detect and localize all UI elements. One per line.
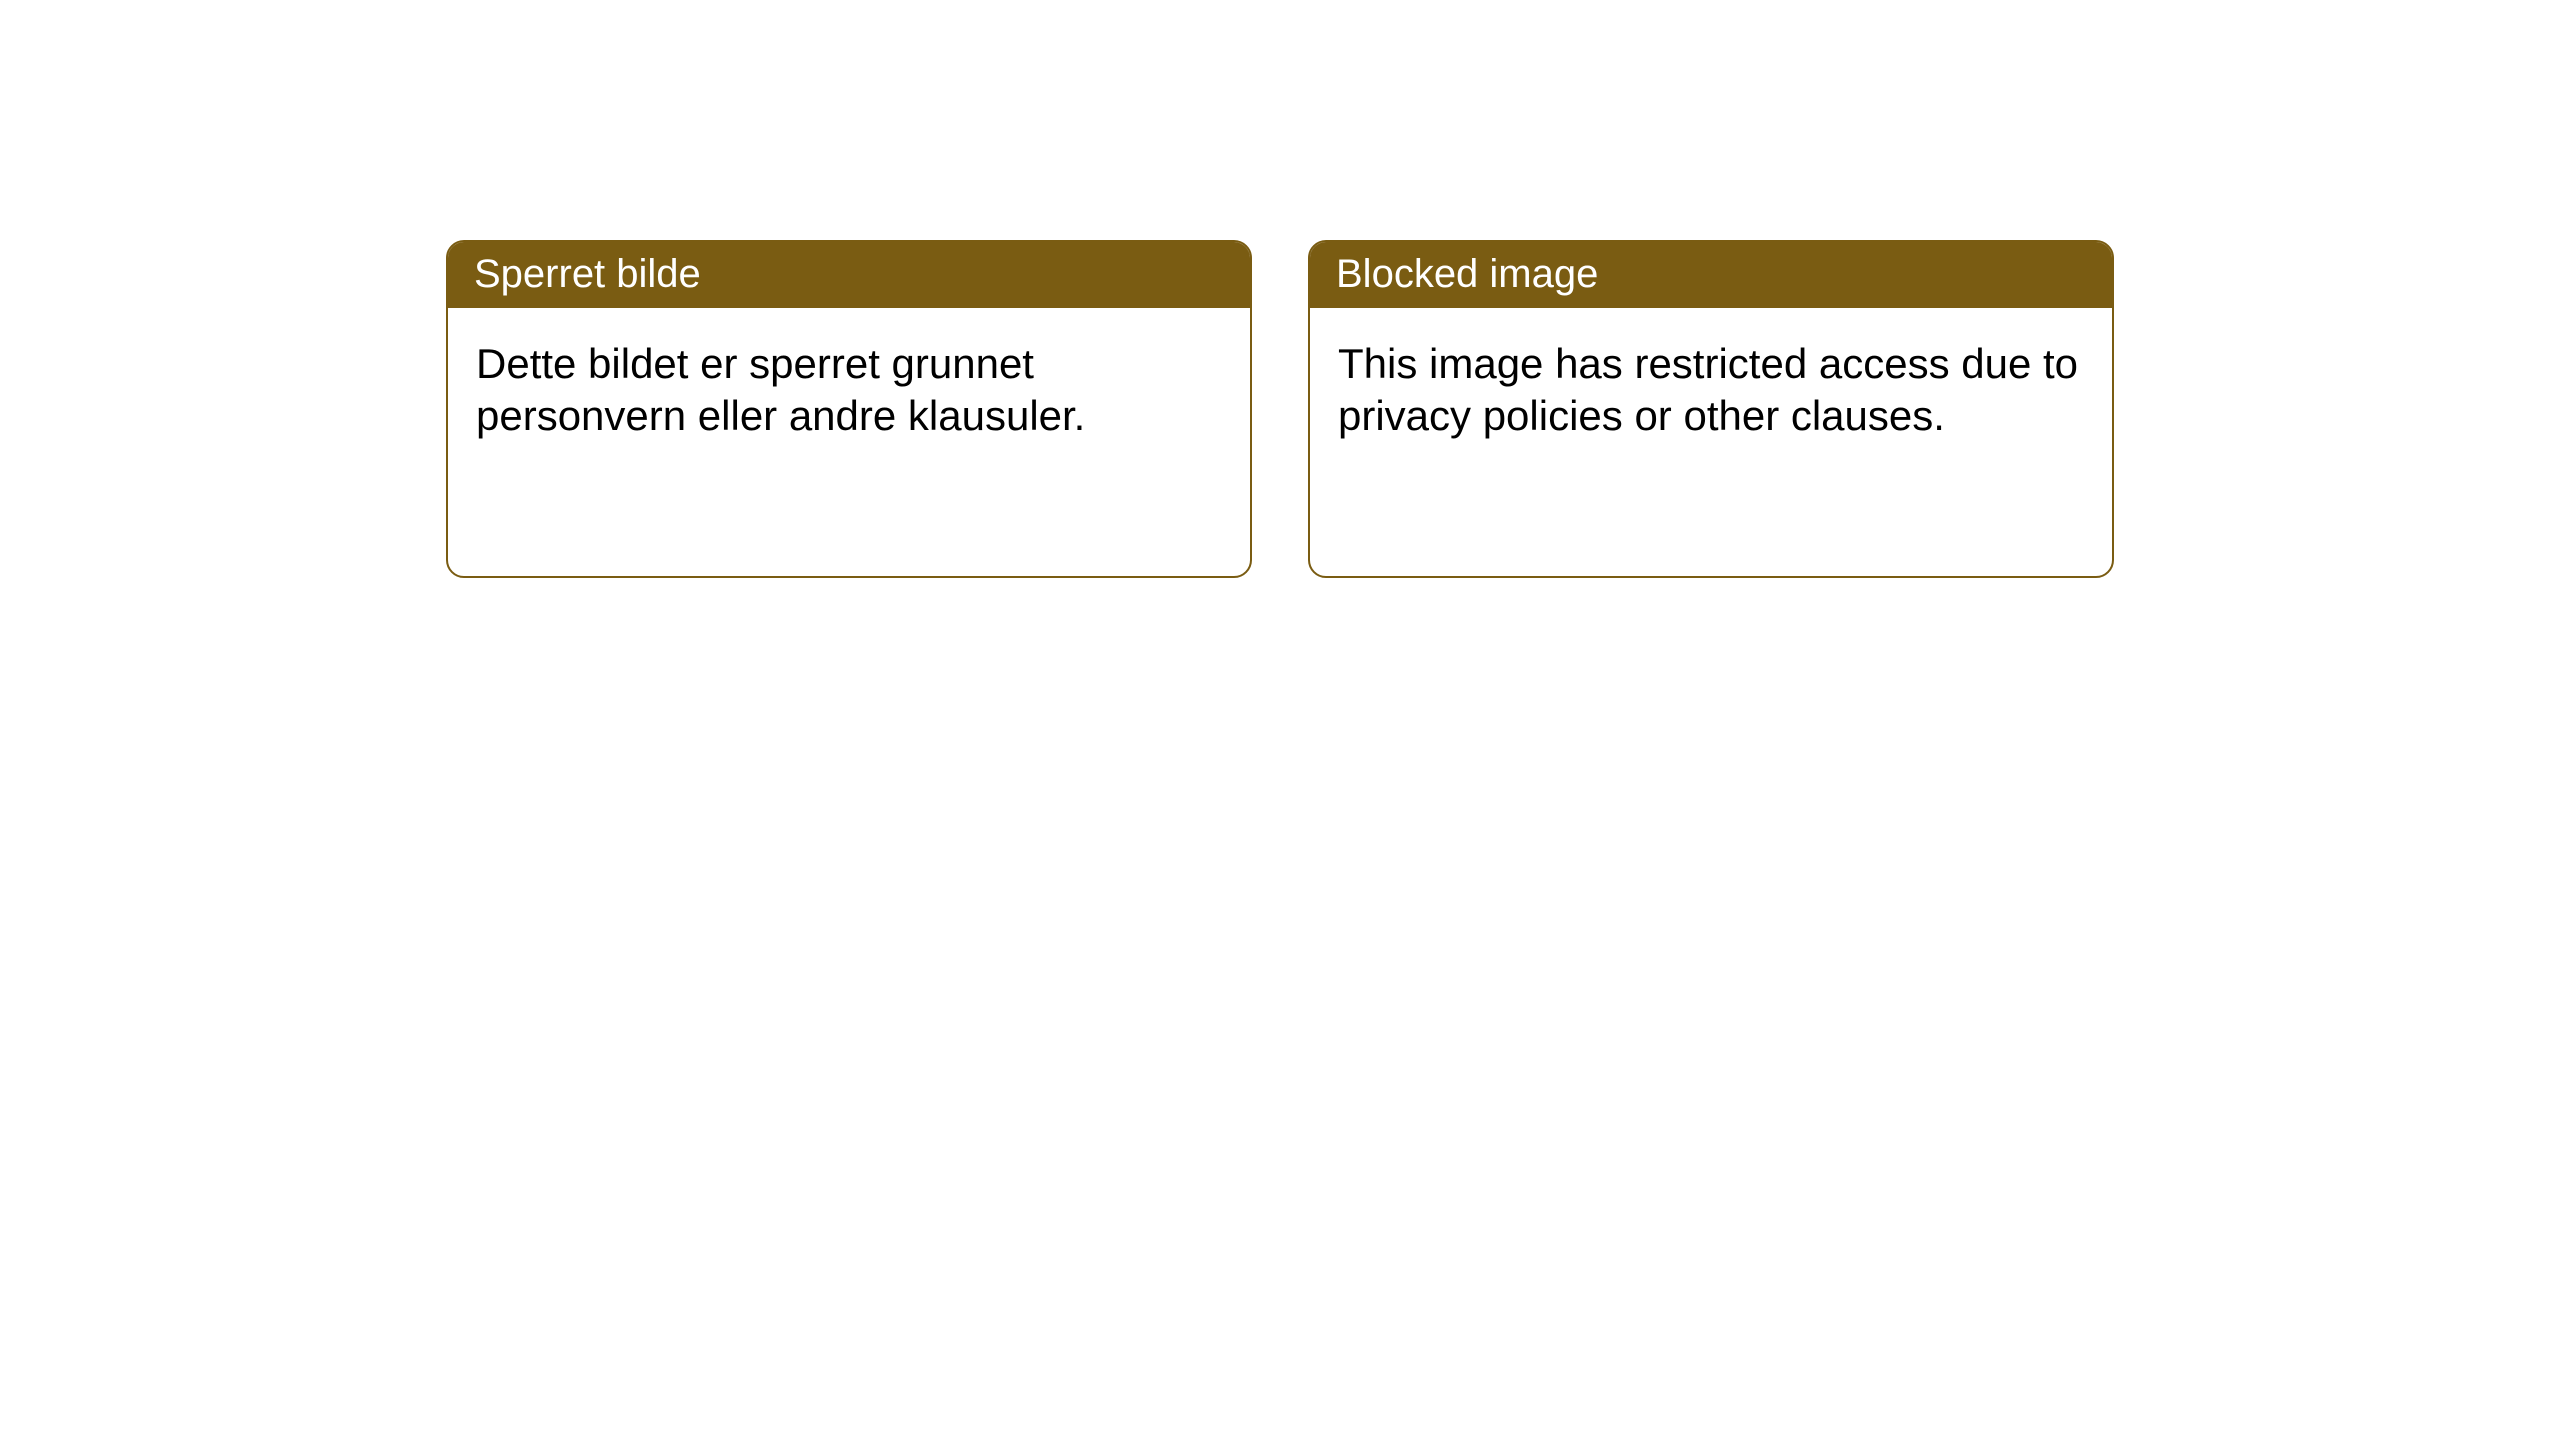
notice-card-norwegian: Sperret bilde Dette bildet er sperret gr…: [446, 240, 1252, 578]
notice-title-norwegian: Sperret bilde: [448, 242, 1250, 308]
notice-body-norwegian: Dette bildet er sperret grunnet personve…: [448, 308, 1250, 472]
notice-body-english: This image has restricted access due to …: [1310, 308, 2112, 472]
notice-container: Sperret bilde Dette bildet er sperret gr…: [446, 240, 2114, 578]
notice-card-english: Blocked image This image has restricted …: [1308, 240, 2114, 578]
notice-title-english: Blocked image: [1310, 242, 2112, 308]
